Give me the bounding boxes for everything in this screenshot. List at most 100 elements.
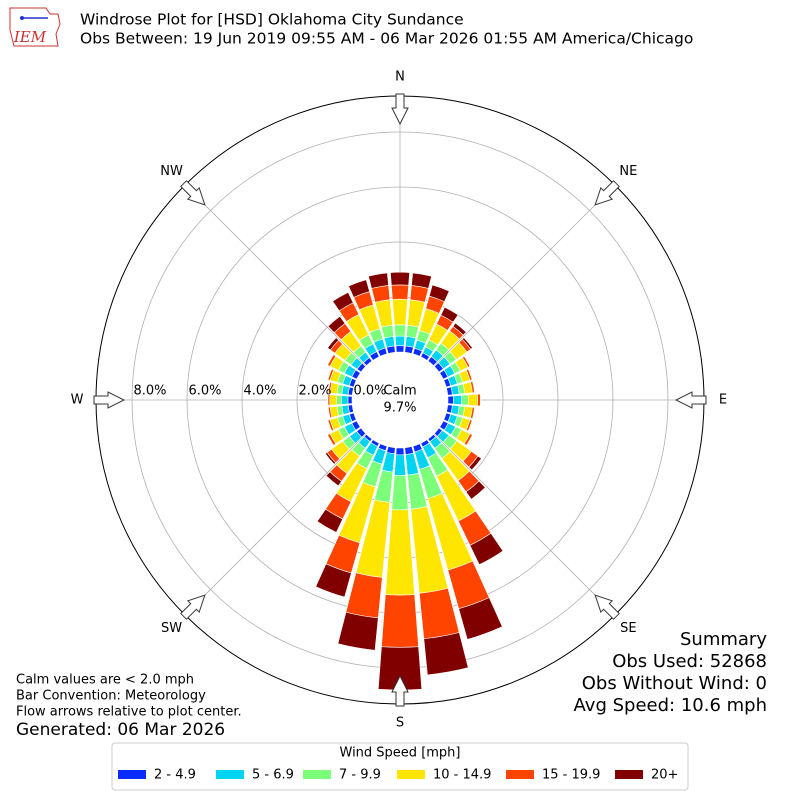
- bar-segment: [327, 381, 331, 394]
- summary-line: Summary: [680, 629, 767, 650]
- bar-segment: [385, 509, 415, 596]
- legend-swatch: [397, 770, 425, 779]
- bar-segment: [465, 480, 486, 500]
- bar-segment: [418, 587, 460, 640]
- bar-segment: [477, 393, 481, 407]
- note-line: Bar Convention: Meteorology: [16, 689, 206, 704]
- chart-title: Windrose Plot for [HSD] Oklahoma City Su…: [80, 11, 464, 29]
- flow-arrow-shape: [674, 391, 707, 409]
- compass-label: S: [396, 716, 404, 731]
- bar-segment: [348, 279, 370, 298]
- compass-label: SW: [161, 621, 182, 636]
- chart-subtitle: Obs Between: 19 Jun 2019 09:55 AM - 06 M…: [80, 30, 693, 48]
- bar-segment: [447, 395, 454, 405]
- bar-segment: [325, 471, 342, 487]
- flow-arrow: [594, 594, 620, 620]
- bar-segment: [461, 337, 473, 350]
- legend-label: 15 - 19.9: [542, 768, 600, 783]
- legend-swatch: [303, 770, 331, 779]
- bar-segment: [467, 419, 474, 432]
- flow-arrow: [391, 674, 409, 707]
- legend-swatch: [216, 770, 244, 779]
- spoke-line: [433, 433, 616, 616]
- bar-segment: [345, 572, 383, 619]
- bar-segment: [406, 324, 419, 339]
- y-tick-label: 4.0%: [243, 384, 276, 399]
- bar-segment: [332, 291, 354, 312]
- bar-segment: [405, 336, 417, 348]
- bar-segment: [452, 322, 467, 336]
- flow-arrow-shape: [391, 674, 409, 707]
- calm-value: 9.7%: [383, 401, 416, 416]
- legend-label: 2 - 4.9: [154, 768, 196, 783]
- bar-segment: [381, 324, 394, 339]
- bar-segment: [394, 324, 406, 337]
- y-tick-label: 8.0%: [134, 384, 167, 399]
- compass-label: N: [395, 70, 405, 85]
- bar-segment: [327, 406, 331, 419]
- calm-circle: [352, 352, 448, 448]
- flow-arrow: [180, 594, 206, 620]
- bar-segment: [377, 646, 423, 691]
- bar-segment: [395, 447, 405, 456]
- flow-arrow-shape: [180, 594, 206, 620]
- bar-segment: [395, 345, 405, 353]
- bar-segment: [347, 395, 353, 405]
- bar-segment: [428, 284, 450, 303]
- bar-segment: [381, 594, 419, 648]
- bar-segment: [467, 393, 478, 407]
- bar-segment: [326, 419, 333, 432]
- bar-segment: [327, 315, 346, 334]
- y-tick-label: 6.0%: [189, 384, 222, 399]
- note-line: Calm values are < 2.0 mph: [16, 673, 194, 688]
- bar-segment: [368, 272, 389, 289]
- bar-segment: [394, 454, 406, 476]
- calm-label: Calm: [383, 384, 416, 399]
- legend-label: 7 - 9.9: [339, 768, 381, 783]
- compass-label: NE: [619, 164, 637, 179]
- bar-segment: [472, 407, 476, 420]
- bar-segment: [458, 597, 503, 640]
- bar-segment: [391, 474, 409, 511]
- bar-segment: [316, 508, 344, 533]
- bar-segment: [326, 394, 329, 406]
- legend-label: 10 - 14.9: [433, 768, 491, 783]
- flow-arrow: [391, 93, 409, 126]
- logo: IEM: [9, 7, 61, 47]
- flow-arrow: [674, 391, 707, 409]
- flow-arrow: [93, 391, 126, 409]
- summary-line: Obs Without Wind: 0: [582, 673, 767, 694]
- bar-segment: [336, 394, 343, 406]
- bar-segment: [383, 336, 395, 348]
- legend-title: Wind Speed [mph]: [340, 746, 461, 761]
- legend-label: 5 - 6.9: [252, 768, 294, 783]
- summary-line: Avg Speed: 10.6 mph: [574, 695, 767, 716]
- bar-segment: [326, 353, 334, 366]
- bar-segment: [411, 272, 432, 289]
- bar-segment: [337, 611, 379, 651]
- compass-label: NW: [160, 164, 183, 179]
- bar-segment: [467, 368, 474, 381]
- bar-segment: [326, 368, 333, 381]
- bar-segment: [468, 455, 482, 471]
- bar-segment: [423, 632, 469, 676]
- generated-label: Generated: 06 Mar 2026: [16, 720, 225, 740]
- flow-arrow-shape: [594, 180, 620, 206]
- flow-arrow: [180, 180, 206, 206]
- spoke-line: [184, 433, 367, 616]
- bar-segment: [461, 394, 469, 406]
- bar-segment: [394, 335, 406, 347]
- bar-segment: [390, 271, 410, 286]
- bar-segment: [469, 532, 504, 566]
- bar-segment: [326, 434, 334, 447]
- logo-dot: [20, 16, 24, 20]
- bar-segment: [440, 306, 459, 323]
- bar-segment: [472, 380, 476, 393]
- compass-label: SE: [620, 621, 636, 636]
- flow-arrow-shape: [391, 93, 409, 126]
- spoke-line: [433, 184, 616, 367]
- legend-label: 20+: [651, 768, 678, 783]
- bar-segment: [466, 434, 474, 447]
